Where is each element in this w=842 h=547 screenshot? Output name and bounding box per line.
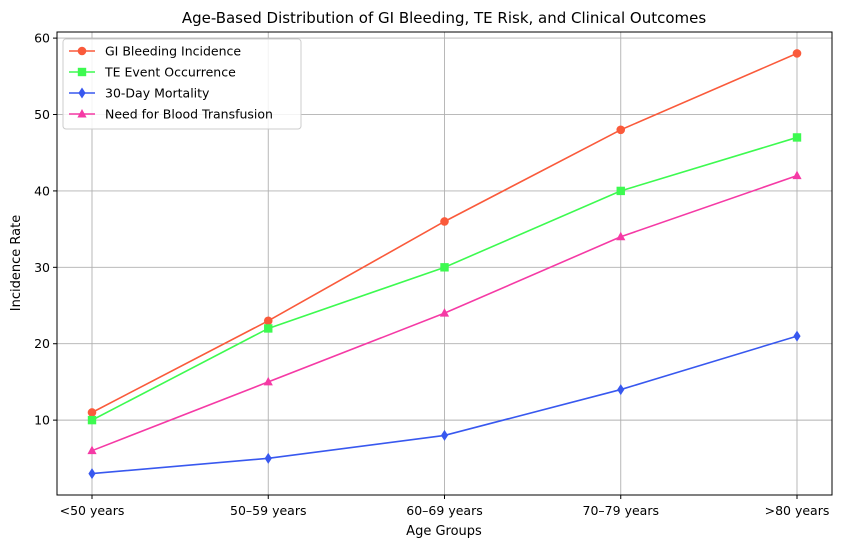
y-axis-ticks: 10 20 30 40 50 60 — [34, 31, 57, 428]
data-point-square — [264, 324, 273, 333]
legend-label: TE Event Occurrence — [104, 65, 236, 80]
y-tick-label: 20 — [34, 336, 50, 351]
chart-title: Age-Based Distribution of GI Bleeding, T… — [182, 9, 707, 27]
legend-marker — [77, 46, 87, 56]
legend-marker — [78, 87, 86, 99]
x-tick-label: >80 years — [765, 503, 830, 518]
data-point-triangle — [616, 231, 626, 241]
y-tick-label: 40 — [34, 183, 50, 198]
legend-item: 30-Day Mortality — [69, 86, 210, 101]
data-point-square — [616, 186, 625, 196]
data-point-square — [792, 133, 802, 142]
x-tick-label: <50 years — [60, 503, 125, 518]
legend-label: Need for Blood Transfusion — [105, 107, 273, 122]
legend: GI Bleeding Incidence TE Event Occurrence… — [62, 38, 302, 130]
x-tick-label: 70–79 years — [583, 503, 659, 518]
legend-label: GI Bleeding Incidence — [105, 44, 241, 59]
data-point-circle — [792, 49, 802, 58]
data-point-circle — [87, 408, 97, 417]
data-point-diamond — [617, 384, 625, 396]
data-point-circle — [616, 125, 626, 135]
data-point-diamond — [88, 468, 96, 480]
grid — [57, 32, 832, 495]
x-axis-label: Age Groups — [406, 524, 482, 539]
y-tick-label: 50 — [34, 107, 50, 122]
legend-item: TE Event Occurrence — [69, 65, 236, 80]
data-point-diamond — [440, 429, 449, 441]
legend-marker — [77, 67, 87, 77]
legend-label: 30-Day Mortality — [105, 86, 210, 101]
x-tick-label: 50–59 years — [230, 503, 306, 518]
data-point-diamond — [793, 330, 801, 342]
series-3 — [88, 330, 801, 480]
data-point-triangle — [439, 308, 450, 317]
series-1 — [87, 49, 802, 417]
series-2 — [87, 133, 802, 425]
y-axis-label: Incidence Rate — [9, 215, 24, 311]
data-point-square — [440, 263, 449, 272]
y-tick-label: 10 — [34, 413, 50, 428]
data-point-triangle — [263, 376, 273, 386]
legend-box — [62, 38, 302, 130]
series-lines — [87, 49, 802, 480]
data-point-triangle — [792, 170, 802, 180]
y-tick-label: 30 — [34, 260, 50, 275]
data-point-square — [87, 415, 97, 425]
data-point-triangle — [87, 445, 97, 455]
legend-item: GI Bleeding Incidence — [69, 44, 241, 59]
y-tick-label: 60 — [34, 31, 50, 46]
data-point-diamond — [264, 452, 272, 464]
x-axis-ticks: <50 years 50–59 years 60–69 years 70–79 yea… — [60, 495, 830, 518]
legend-item: Need for Blood Transfusion — [69, 107, 273, 122]
data-point-circle — [440, 217, 449, 226]
data-point-circle — [263, 316, 273, 326]
series-4 — [87, 170, 802, 455]
legend-marker — [77, 109, 87, 118]
x-tick-label: 60–69 years — [406, 503, 482, 518]
